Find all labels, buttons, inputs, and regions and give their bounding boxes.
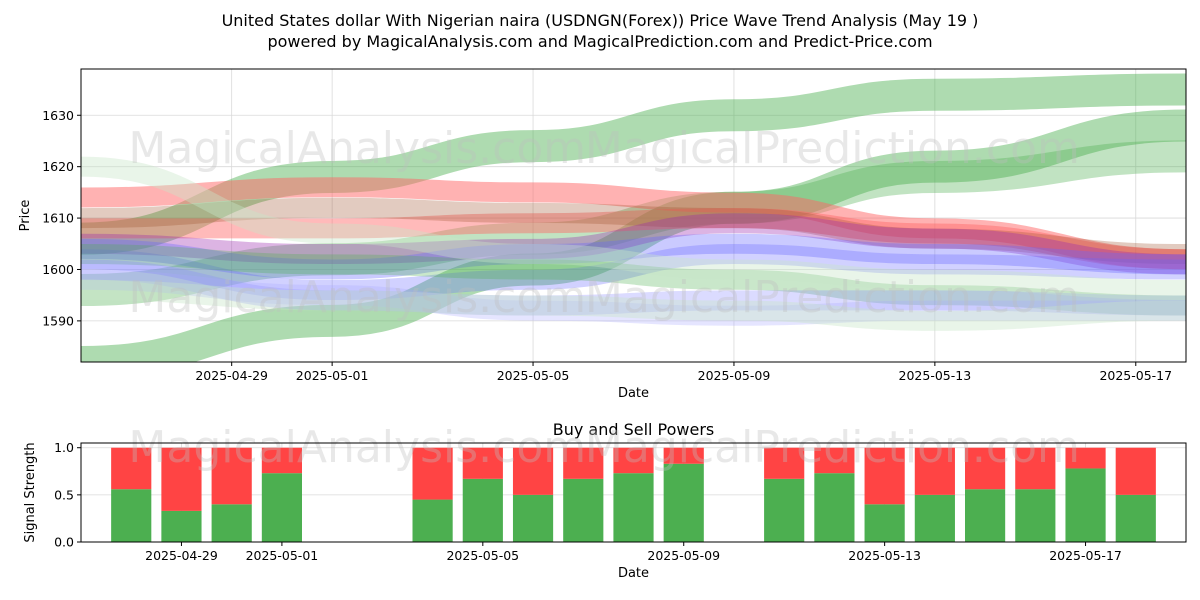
wave-bands [81, 73, 1186, 362]
y-axis-label: Signal Strength [23, 442, 38, 542]
sell-bar [914, 447, 955, 495]
main-subtitle: powered by MagicalAnalysis.com and Magic… [267, 32, 932, 51]
price-wave-chart: MagicalAnalysis.comMagicalPrediction.com… [18, 68, 1187, 401]
x-axis-label: Date [618, 386, 649, 401]
x-tick-label: 2025-05-17 [1099, 368, 1172, 383]
y-tick-label: 1.0 [54, 440, 74, 455]
watermark: MagicalAnalysis.com [128, 123, 586, 174]
wave-band-0 [81, 109, 1186, 362]
wave-band-7 [81, 233, 1186, 280]
buy-bar [1115, 494, 1156, 542]
x-tick-label: 2025-05-09 [647, 548, 720, 563]
watermark: MagicalAnalysis.com [128, 422, 586, 473]
buy-bar [1015, 489, 1056, 542]
sell-bar [1115, 447, 1156, 495]
y-tick-label: 0.5 [54, 487, 74, 502]
wave-band-9 [81, 244, 1186, 316]
sell-bar [1065, 447, 1106, 469]
buy-bar [161, 510, 202, 542]
sell-bar [512, 447, 554, 495]
sell-bar [563, 447, 604, 479]
wave-band-10 [81, 259, 1186, 316]
y-tick-label: 1630 [42, 108, 74, 123]
buy-bar [111, 489, 152, 542]
x-tick-label: 2025-05-13 [899, 368, 972, 383]
buy-sell-title: Buy and Sell Powers [553, 420, 715, 439]
y-axis-label: Price [18, 200, 33, 232]
wave-band-2 [81, 140, 1186, 307]
plot-frame [80, 442, 1187, 543]
buy-bar [412, 499, 453, 542]
sell-bar [412, 447, 453, 500]
sell-bar [161, 447, 202, 511]
buy-sell-chart: Buy and Sell PowersMagicalAnalysis.comMa… [23, 420, 1187, 581]
sell-bar [211, 447, 252, 505]
x-tick-label: 2025-05-05 [497, 368, 570, 383]
x-tick-label: 2025-05-01 [246, 548, 319, 563]
watermark: MagicalAnalysis.com [128, 272, 586, 323]
buy-bar [462, 478, 503, 542]
y-tick-label: 1620 [42, 159, 74, 174]
buy-bar [864, 504, 905, 542]
buy-bar [814, 473, 855, 542]
buy-bar [1065, 468, 1106, 542]
sell-bar [764, 447, 805, 479]
x-tick-label: 2025-04-29 [145, 548, 218, 563]
y-tick-label: 0.0 [54, 535, 74, 550]
sell-bar [111, 447, 152, 490]
x-tick-label: 2025-05-13 [848, 548, 921, 563]
sell-bar [965, 447, 1006, 490]
x-tick-label: 2025-05-05 [446, 548, 519, 563]
x-axis-label: Date [618, 566, 649, 581]
buy-bar [663, 463, 704, 542]
buy-bar [512, 494, 554, 542]
sell-bar [261, 447, 302, 474]
buy-bar [965, 489, 1006, 542]
buy-bar [914, 494, 955, 542]
wave-band-3 [81, 177, 1186, 270]
buy-bar [211, 504, 252, 542]
wave-band-5 [81, 197, 1186, 265]
wave-band-6 [81, 213, 1186, 275]
wave-band-12 [81, 280, 1186, 331]
sell-bar [462, 447, 503, 479]
y-tick-label: 1600 [42, 262, 74, 277]
y-tick-label: 1590 [42, 313, 74, 328]
sell-bar [663, 447, 704, 464]
buy-bar [764, 478, 805, 542]
sell-bar [864, 447, 905, 505]
main-title: United States dollar With Nigerian naira… [222, 11, 979, 30]
buy-bar [261, 473, 302, 542]
sell-bar [814, 447, 855, 474]
buy-bar [613, 473, 654, 542]
sell-bar [1015, 447, 1056, 490]
x-tick-label: 2025-05-17 [1049, 548, 1122, 563]
watermark: MagicalPrediction.com [585, 272, 1080, 323]
plot-frame [80, 68, 1187, 363]
x-tick-label: 2025-04-29 [195, 368, 268, 383]
sell-bar [613, 447, 654, 474]
wave-band-13 [81, 156, 1186, 301]
x-tick-label: 2025-05-09 [698, 368, 771, 383]
buy-bar [563, 478, 604, 542]
wave-band-8 [81, 244, 1186, 301]
watermark: MagicalPrediction.com [585, 422, 1080, 473]
y-tick-label: 1610 [42, 211, 74, 226]
x-tick-label: 2025-05-01 [296, 368, 369, 383]
wave-band-4 [81, 208, 1186, 270]
watermark: MagicalPrediction.com [585, 123, 1080, 174]
wave-band-11 [81, 269, 1186, 326]
